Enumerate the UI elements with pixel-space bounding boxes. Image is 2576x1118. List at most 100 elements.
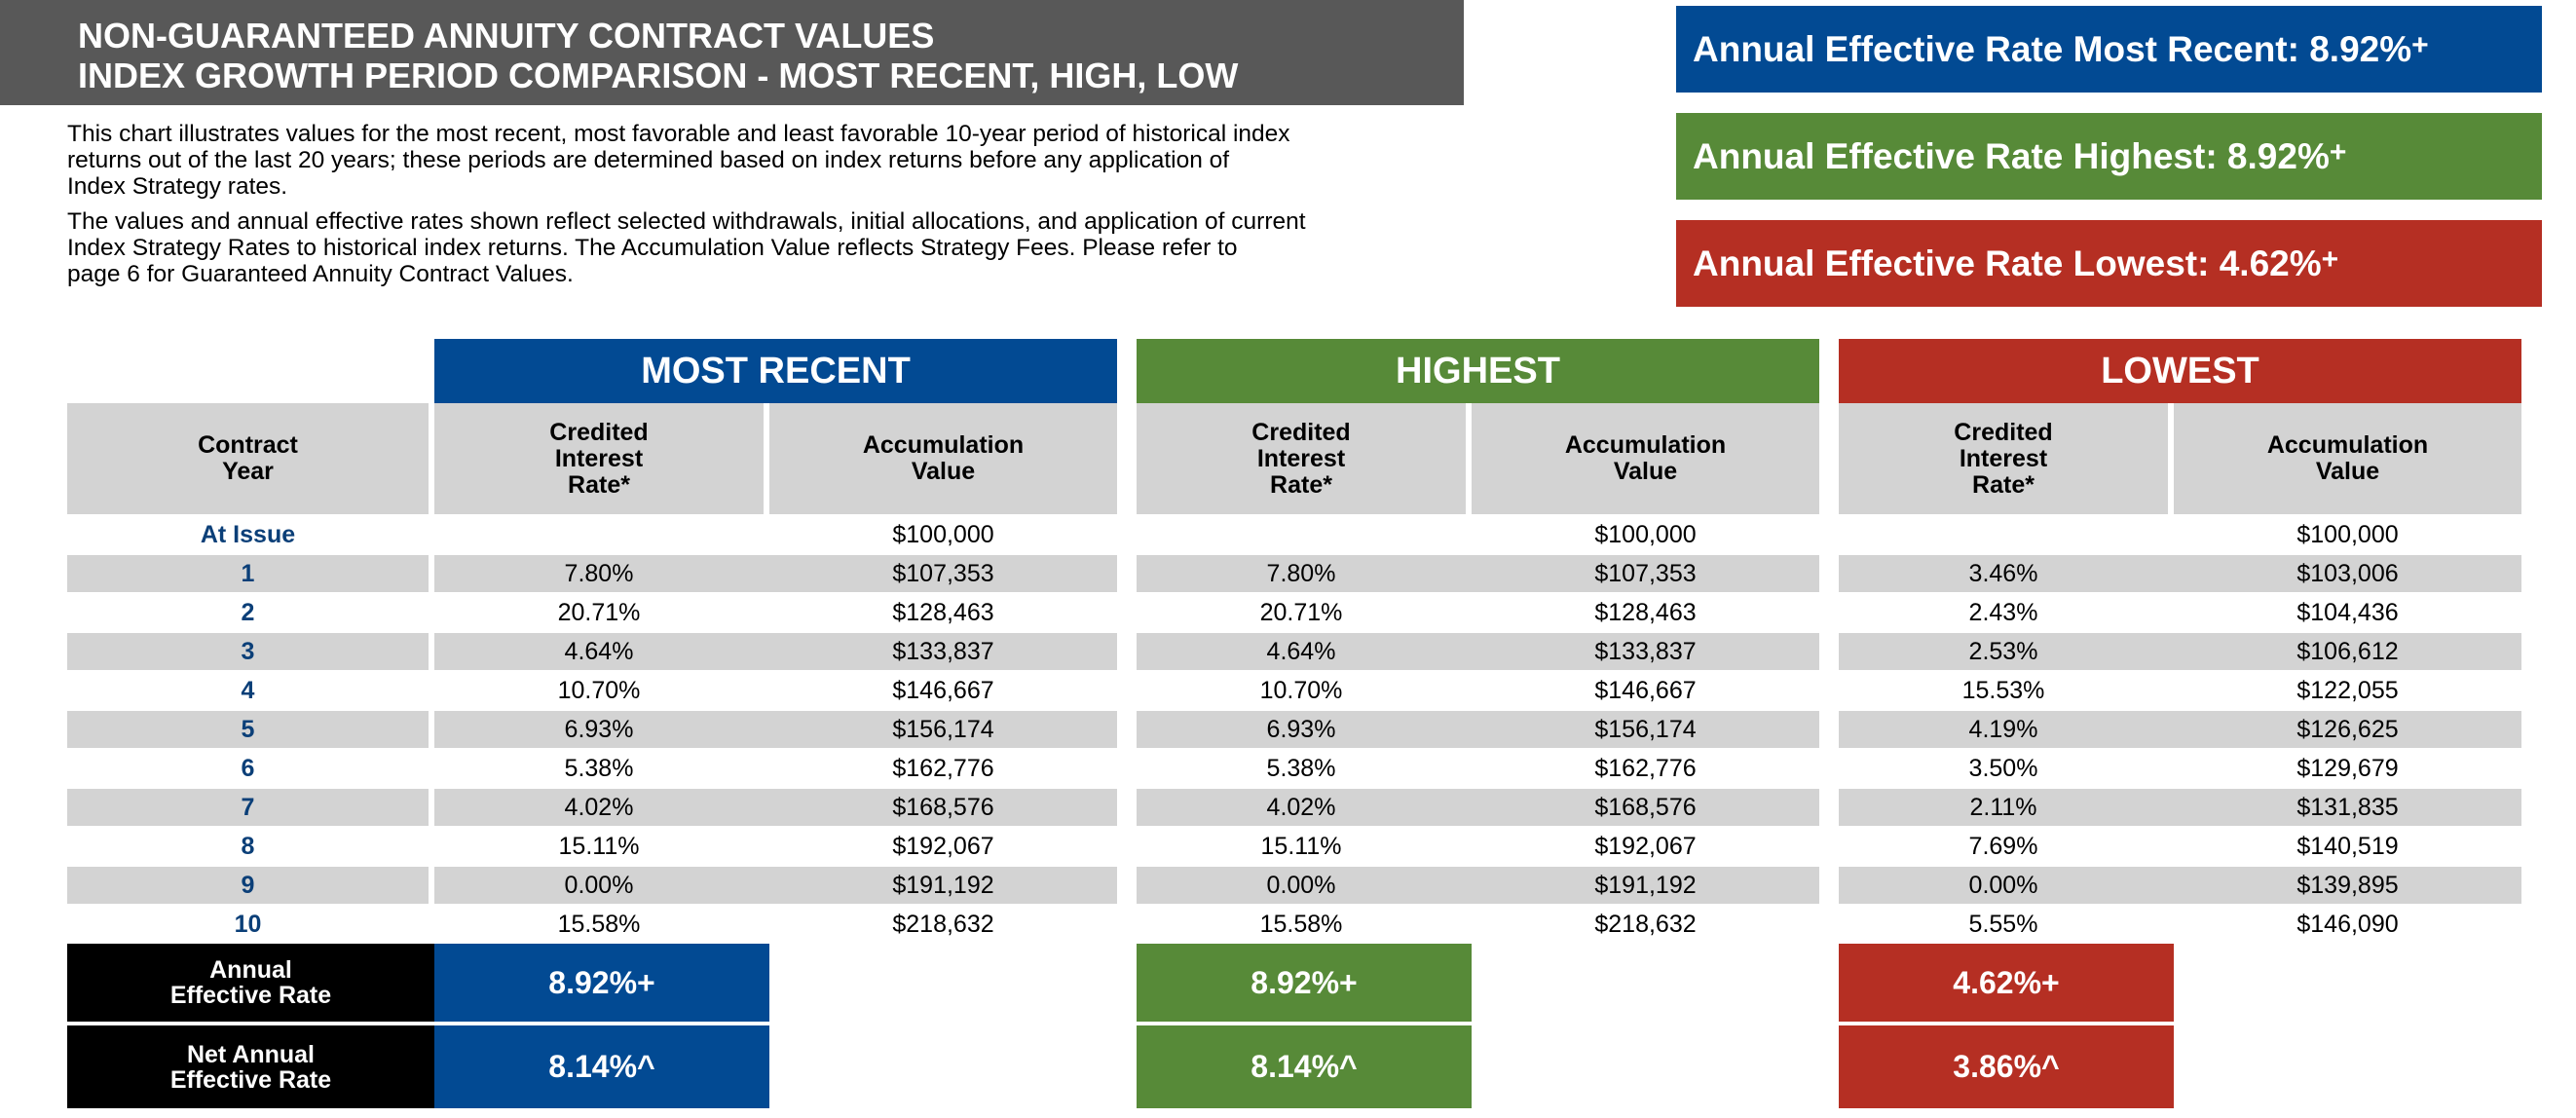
annual-effective-rate-most-recent: 8.92%+ [434, 944, 769, 1022]
cell-contract-year: 8 [241, 832, 255, 860]
cell-contract-year: 3 [241, 637, 255, 665]
cell-rate-highest: 4.64% [1266, 637, 1336, 665]
cell-rate-highest: 7.80% [1266, 559, 1336, 587]
cell-rate-lowest: 15.53% [1961, 676, 2045, 704]
cell-value-lowest: $146,090 [2296, 910, 2399, 938]
cell-value-highest: $218,632 [1594, 910, 1697, 938]
row-stripe [1137, 789, 1819, 826]
title-bar: NON-GUARANTEED ANNUITY CONTRACT VALUES I… [0, 0, 1464, 105]
column-header-credited-rate-highest: Credited Interest Rate* [1137, 403, 1466, 514]
column-header-accumulation-value-most-recent: Accumulation Value [769, 403, 1117, 514]
header-line: Value [911, 458, 976, 485]
cell-rate-highest: 4.02% [1266, 793, 1336, 821]
row-stripe [67, 789, 429, 826]
cell-contract-year: 10 [234, 910, 262, 938]
net-annual-effective-rate-label: Net Annual Effective Rate [67, 1025, 434, 1108]
label-line: Net Annual [186, 1040, 315, 1068]
description-paragraph-1: This chart illustrates values for the mo… [67, 121, 1450, 200]
cell-rate-lowest: 7.69% [1968, 832, 2038, 860]
row-stripe [1839, 711, 2521, 748]
cell-value-highest: $133,837 [1594, 637, 1697, 665]
cell-value-most-recent: $162,776 [892, 754, 994, 782]
column-header-credited-rate-lowest: Credited Interest Rate* [1839, 403, 2168, 514]
cell-value-lowest: $131,835 [2296, 793, 2399, 821]
rate-box-most-recent: Annual Effective Rate Most Recent: 8.92%… [1676, 6, 2542, 93]
cell-rate-most-recent: 6.93% [564, 715, 634, 743]
header-line: Credited [549, 418, 649, 446]
header-line: Rate* [568, 470, 630, 499]
description-line: returns out of the last 20 years; these … [67, 147, 1230, 173]
cell-rate-lowest: 2.11% [1969, 793, 2037, 821]
header-line: Value [1613, 458, 1678, 485]
net-annual-effective-rate-lowest: 3.86%^ [1839, 1025, 2174, 1108]
row-stripe [1137, 867, 1819, 904]
group-header-lowest: LOWEST [1839, 339, 2521, 403]
header-line: Value [2315, 458, 2380, 485]
header-line: Rate* [1270, 470, 1332, 499]
description-line: page 6 for Guaranteed Annuity Contract V… [67, 261, 574, 287]
net-annual-effective-rate-highest: 8.14%^ [1137, 1025, 1472, 1108]
cell-rate-highest [1137, 515, 1466, 554]
cell-rate-lowest: 2.43% [1968, 598, 2038, 626]
cell-value-lowest: $139,895 [2296, 871, 2399, 899]
cell-rate-lowest: 5.55% [1968, 910, 2038, 938]
row-stripe [434, 789, 1117, 826]
cell-value-lowest: $103,006 [2296, 559, 2399, 587]
group-header-highest: HIGHEST [1137, 339, 1819, 403]
description-line: This chart illustrates values for the mo… [67, 121, 1290, 147]
cell-rate-most-recent: 7.80% [564, 559, 634, 587]
row-stripe [1839, 633, 2521, 670]
cell-value-lowest: $122,055 [2296, 676, 2399, 704]
group-header-most-recent: MOST RECENT [434, 339, 1117, 403]
cell-contract-year: At Issue [200, 520, 296, 548]
cell-value-most-recent: $192,067 [892, 832, 994, 860]
net-annual-effective-rate-most-recent: 8.14%^ [434, 1025, 769, 1108]
rate-box-label: Annual Effective Rate Lowest: 4.62% [1693, 242, 2322, 283]
column-header-credited-rate-most-recent: Credited Interest Rate* [434, 403, 764, 514]
cell-contract-year: 1 [241, 559, 255, 587]
title-line-2: INDEX GROWTH PERIOD COMPARISON - MOST RE… [78, 56, 1239, 95]
cell-rate-lowest: 3.50% [1968, 754, 2038, 782]
label-line: Annual [209, 956, 292, 984]
row-stripe [434, 711, 1117, 748]
cell-value-most-recent: $133,837 [892, 637, 994, 665]
row-stripe [67, 711, 429, 748]
row-stripe [67, 633, 429, 670]
row-stripe [434, 633, 1117, 670]
cell-value-highest: $156,174 [1594, 715, 1697, 743]
cell-rate-lowest [1839, 515, 2168, 554]
row-stripe [67, 867, 429, 904]
row-stripe [1137, 633, 1819, 670]
cell-value-lowest: $140,519 [2296, 832, 2399, 860]
label-line: Effective Rate [169, 982, 332, 1009]
cell-value-highest: $192,067 [1594, 832, 1697, 860]
cell-value-highest: $146,667 [1594, 676, 1697, 704]
rate-box-label: Annual Effective Rate Most Recent: 8.92% [1693, 28, 2412, 69]
cell-value-most-recent: $128,463 [892, 598, 994, 626]
cell-rate-highest: 5.38% [1266, 754, 1336, 782]
cell-value-most-recent: $100,000 [892, 520, 994, 548]
cell-rate-most-recent: 10.70% [557, 676, 641, 704]
cell-value-highest: $162,776 [1594, 754, 1697, 782]
header-line: Year [222, 458, 274, 485]
cell-rate-highest: 0.00% [1266, 871, 1336, 899]
annual-effective-rate-lowest: 4.62%+ [1839, 944, 2174, 1022]
column-header-accumulation-value-lowest: Accumulation Value [2174, 403, 2521, 514]
cell-rate-lowest: 0.00% [1968, 871, 2038, 899]
cell-rate-most-recent: 20.71% [557, 598, 641, 626]
rate-box-lowest: Annual Effective Rate Lowest: 4.62% + [1676, 220, 2542, 307]
cell-rate-highest: 15.58% [1259, 910, 1343, 938]
cell-rate-most-recent: 4.64% [564, 637, 634, 665]
row-stripe [1137, 711, 1819, 748]
cell-rate-most-recent: 5.38% [564, 754, 634, 782]
header-line: Interest [554, 444, 644, 472]
cell-value-most-recent: $191,192 [892, 871, 994, 899]
row-stripe [1839, 789, 2521, 826]
title-line-1: NON-GUARANTEED ANNUITY CONTRACT VALUES [78, 16, 935, 56]
cell-value-lowest: $100,000 [2296, 520, 2399, 548]
header-line: Credited [1251, 418, 1351, 446]
label-line: Effective Rate [169, 1065, 332, 1094]
cell-rate-highest: 15.11% [1260, 832, 1342, 860]
cell-rate-highest: 6.93% [1266, 715, 1336, 743]
cell-rate-most-recent: 15.58% [557, 910, 641, 938]
